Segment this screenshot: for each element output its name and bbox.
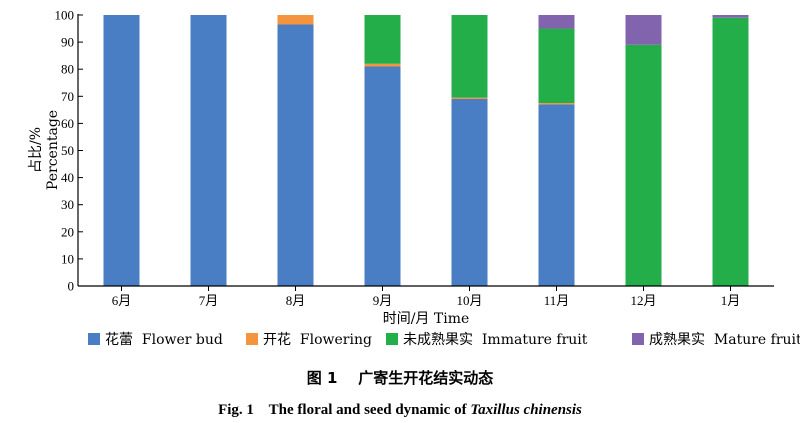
y-tick-label: 10 <box>61 251 74 266</box>
y-tick-label: 50 <box>61 143 74 158</box>
bar-segment <box>364 63 401 67</box>
bar-segment <box>277 24 314 287</box>
bar-segment <box>712 15 749 18</box>
x-tick-label: 8月 <box>286 293 306 308</box>
figure-caption-en: Fig. 1 The floral and seed dynamic of Ta… <box>218 402 582 418</box>
y-tick-label: 80 <box>61 62 74 77</box>
legend-item: 成熟果实 Mature fruit <box>632 332 800 348</box>
y-axis-label-en: Percentage <box>45 110 61 190</box>
y-tick-label: 0 <box>68 279 75 294</box>
y-tick-label: 90 <box>61 35 74 50</box>
bar-segment <box>538 28 575 104</box>
x-axis-label: 时间/月 Time <box>383 311 470 327</box>
bar-segment <box>364 15 401 64</box>
caption-en-prefix: Fig. 1 The floral and seed dynamic of <box>218 402 470 418</box>
x-axis: 6月 7月 8月 9月 10月 11月 12月 1月 <box>78 285 774 308</box>
x-tick-label: 12月 <box>630 293 656 308</box>
legend-label: 成熟果实 Mature fruit <box>649 332 800 348</box>
y-tick-label: 100 <box>55 8 75 23</box>
x-tick-label: 9月 <box>373 293 393 308</box>
caption-en-species: Taxillus chinensis <box>470 402 582 418</box>
legend-swatch <box>88 333 100 345</box>
y-tick-label: 20 <box>61 224 74 239</box>
legend-label: 开花 Flowering <box>263 332 372 348</box>
y-tick-label: 70 <box>61 89 74 104</box>
bar-segment <box>277 15 314 25</box>
legend-item: 开花 Flowering <box>246 332 372 348</box>
bar-segment <box>625 15 662 45</box>
legend-swatch <box>632 333 644 345</box>
y-axis-label-cn: 占比/% <box>28 127 44 173</box>
x-tick-label: 10月 <box>456 293 482 308</box>
bar-segment <box>451 15 488 98</box>
legend-item: 花蕾 Flower bud <box>88 332 223 348</box>
bar-segment <box>625 44 662 287</box>
bar-segment <box>364 66 401 287</box>
bar-segment <box>538 103 575 105</box>
x-tick-label: 7月 <box>199 293 219 308</box>
plot-area <box>103 15 749 287</box>
y-axis: 0 10 20 30 40 50 60 70 80 90 100 <box>55 8 83 294</box>
bar-segment <box>538 15 575 29</box>
y-tick-label: 30 <box>61 197 74 212</box>
legend-label: 花蕾 Flower bud <box>105 332 223 348</box>
bar-segment <box>538 104 575 287</box>
figure-caption-cn: 图 1 广寄生开花结实动态 <box>307 369 494 387</box>
x-tick-label: 11月 <box>544 293 570 308</box>
legend-item: 未成熟果实 Immature fruit <box>386 332 588 348</box>
bar-segment <box>451 99 488 286</box>
legend-swatch <box>246 333 258 345</box>
legend-label: 未成熟果实 Immature fruit <box>403 332 588 348</box>
y-tick-label: 40 <box>61 170 74 185</box>
x-tick-label: 1月 <box>721 293 741 308</box>
bar-segment <box>451 97 488 100</box>
y-tick-label: 60 <box>61 116 74 131</box>
legend-swatch <box>386 333 398 345</box>
bar-segment <box>712 17 749 287</box>
x-tick-label: 6月 <box>112 293 132 308</box>
legend: 花蕾 Flower bud 开花 Flowering 未成熟果实 Immature … <box>88 332 800 348</box>
bar-segment <box>103 15 140 286</box>
bar-segment <box>190 15 227 286</box>
